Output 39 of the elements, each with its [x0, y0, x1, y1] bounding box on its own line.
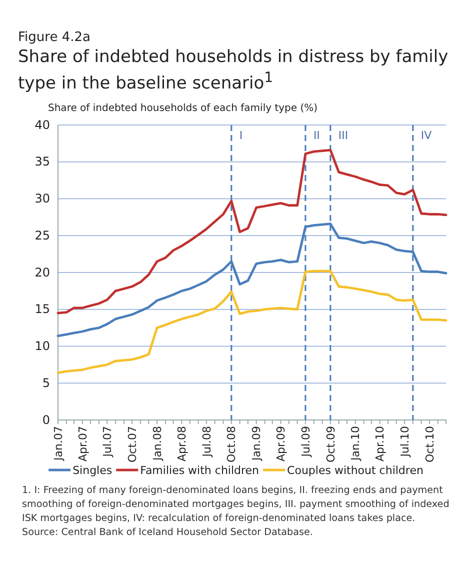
x-tick-label: Jan.07: [52, 426, 65, 462]
source-note: Source: Central Bank of Iceland Household Sector Database.: [22, 526, 314, 540]
ref-line-label: I: [239, 128, 243, 142]
y-tick-label: 40: [34, 117, 50, 132]
y-tick-label: 10: [34, 338, 50, 353]
x-tick-label: Apr.07: [76, 426, 90, 462]
x-tick-label: Jul.08: [200, 426, 214, 458]
y-tick-label: 5: [42, 376, 50, 390]
line-series: [56, 269, 448, 374]
x-tick-label: Oct.07: [126, 426, 139, 462]
x-tick-label: Jan.08: [150, 426, 164, 462]
x-tick-label: Jan.10: [349, 426, 362, 462]
y-tick-label: 30: [34, 191, 50, 206]
y-tick-label: 35: [34, 154, 50, 168]
x-tick-label: Apr.08: [176, 426, 189, 462]
x-tick-label: Jul.07: [100, 426, 114, 458]
x-tick-label: Jul.10: [398, 426, 412, 458]
x-tick-label: Apr.10: [374, 426, 387, 462]
x-tick-label: Oct.08: [225, 426, 238, 462]
text: 1. I: Freezing of many foreign-denominated loans begins, II. freezing ends and payment smoothing of foreign-denominated mortgages begins, III. payment smoothing of indexed ISK mortgages begins, IV: recalculation of foreign-denominated loans takes place.: [22, 484, 450, 526]
line-series: [56, 148, 448, 314]
y-tick-label: 25: [34, 228, 50, 242]
y-tick-label: 20: [34, 264, 50, 279]
legend-label: Couples without children: [287, 464, 424, 477]
ref-line-label: II: [313, 128, 320, 142]
x-tick-label: Oct.10: [423, 426, 436, 462]
y-tick-label: 15: [34, 302, 50, 316]
x-tick-label: Jan.09: [250, 426, 264, 462]
chart-title: Figure 4.2a: [18, 30, 92, 45]
ref-line-label: IV: [420, 128, 432, 142]
legend-label: Families with children: [140, 464, 260, 477]
x-tick-label: Oct.09: [324, 426, 338, 462]
y-axis-title: Share of indebted households of each family type (%): [48, 102, 318, 114]
x-tick-label: Apr.09: [274, 426, 288, 462]
chart-subtitle: Share of indebted households in distress by family type in the baseline scenario$^{1}$: [18, 47, 450, 95]
x-tick-label: Jul.09: [299, 426, 312, 458]
legend-label: Singles: [72, 464, 112, 477]
y-tick-label: 0: [42, 412, 50, 426]
ref-line-label: III: [338, 128, 348, 142]
